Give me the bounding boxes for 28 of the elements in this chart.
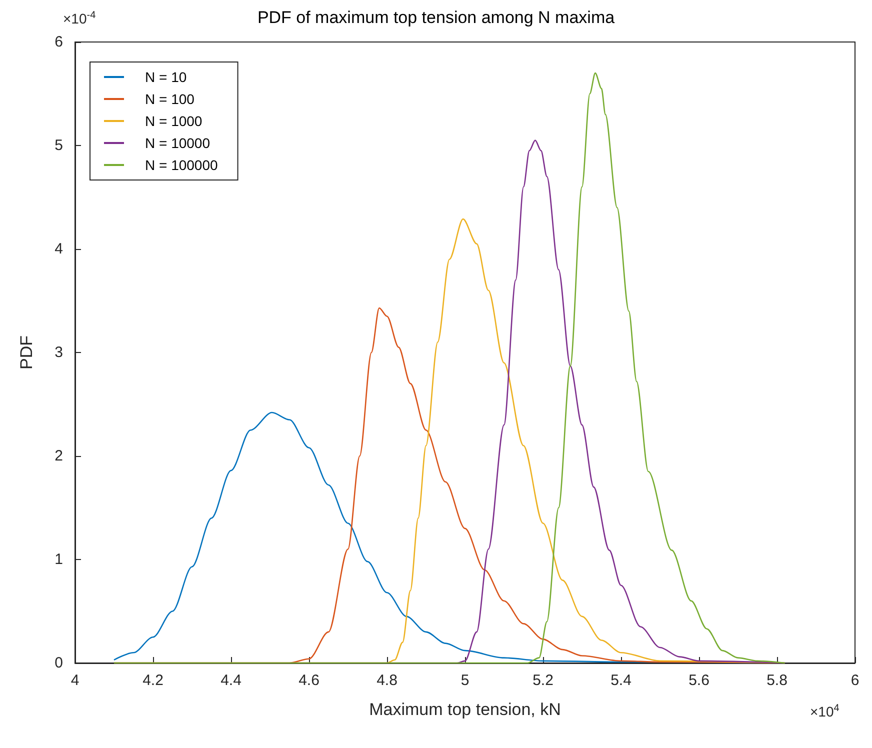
legend-label: N = 10000 <box>145 135 210 151</box>
legend-label: N = 100 <box>145 91 195 107</box>
chart-title: PDF of maximum top tension among N maxima <box>257 8 616 27</box>
y-tick-label: 2 <box>54 448 63 464</box>
legend-label: N = 10 <box>145 69 187 85</box>
x-axis-title: Maximum top tension, kN <box>369 700 561 719</box>
legend-label: N = 100000 <box>145 157 218 173</box>
legend-label: N = 1000 <box>145 113 202 129</box>
y-tick-label: 4 <box>54 240 63 258</box>
x-tick-label: 4 <box>70 672 80 689</box>
x-tick-label: 4.6 <box>298 672 320 689</box>
x-tick-label: 5.8 <box>766 672 788 689</box>
x-tick-label: 5.4 <box>610 672 632 689</box>
y-tick-label: 1 <box>54 551 63 568</box>
text: ×10$^{-4}$ <box>63 10 96 27</box>
x-tick-label: 4.4 <box>220 672 242 689</box>
x-tick-label: 5 <box>460 672 470 689</box>
y-tick-label: 0 <box>54 654 63 672</box>
text: ×10$^{4}$ <box>810 703 840 720</box>
y-tick-label: 5 <box>54 137 63 154</box>
y-axis-title: PDF <box>17 336 36 370</box>
x-tick-label: 4.8 <box>376 672 398 689</box>
x-tick-label: 5.2 <box>532 672 554 689</box>
y-tick-label: 6 <box>54 34 63 50</box>
y-tick-label: 3 <box>54 344 63 361</box>
x-tick-label: 4.2 <box>142 672 164 689</box>
x-tick-label: 5.6 <box>688 672 710 689</box>
x-tick-label: 6 <box>850 672 860 689</box>
